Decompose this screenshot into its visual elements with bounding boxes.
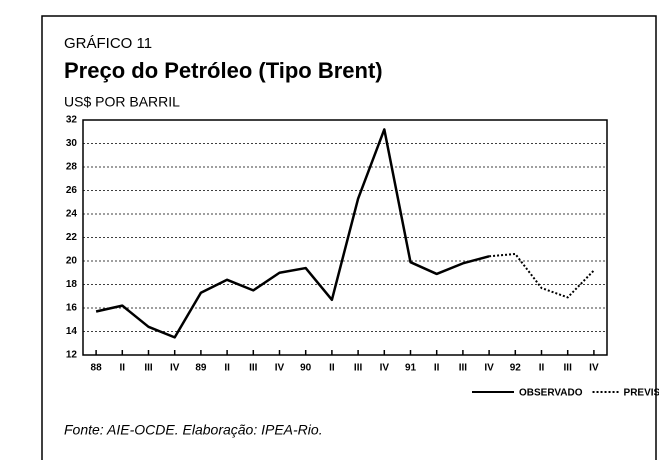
x-tick-label: II xyxy=(329,363,335,374)
y-tick-label: 32 xyxy=(66,115,78,126)
y-tick-label: 16 xyxy=(66,303,78,314)
y-tick-label: 26 xyxy=(66,185,78,196)
y-tick-label: 12 xyxy=(66,350,78,361)
x-tick-label: III xyxy=(354,363,363,374)
plot-frame xyxy=(82,119,608,356)
x-tick-label: 88 xyxy=(91,363,103,374)
y-tick-label: 28 xyxy=(66,162,78,173)
legend-label: OBSERVADO xyxy=(519,388,583,399)
y-tick-label: 20 xyxy=(66,256,78,267)
x-tick-label: III xyxy=(249,363,258,374)
chart-title: Preço do Petróleo (Tipo Brent) xyxy=(64,58,383,83)
x-tick-label: 90 xyxy=(300,363,312,374)
x-tick-label: II xyxy=(120,363,126,374)
y-tick-label: 30 xyxy=(66,138,78,149)
line-series xyxy=(489,252,595,299)
source: Fonte: AIE-OCDE. Elaboração: IPEA-Rio. xyxy=(64,422,323,438)
y-tick-label: 18 xyxy=(66,279,78,290)
x-tick-label: II xyxy=(539,363,545,374)
x-tick-label: IV xyxy=(589,363,599,374)
x-tick-label: 89 xyxy=(195,363,207,374)
x-tick-label: 92 xyxy=(510,363,522,374)
line-series xyxy=(95,128,490,339)
x-tick-label: II xyxy=(224,363,230,374)
legend-label: PREVISTO xyxy=(624,388,659,399)
x-tick-label: III xyxy=(459,363,468,374)
x-tick-label: 91 xyxy=(405,363,417,374)
x-tick-label: IV xyxy=(484,363,494,374)
y-tick-label: 22 xyxy=(66,232,78,243)
x-tick-label: IV xyxy=(170,363,180,374)
x-tick-label: II xyxy=(434,363,440,374)
chart-subtitle: US$ POR BARRIL xyxy=(64,94,180,110)
frame xyxy=(41,15,657,460)
y-tick-label: 24 xyxy=(66,209,78,220)
x-tick-label: IV xyxy=(380,363,390,374)
y-tick-label: 14 xyxy=(66,326,78,337)
chart-label: GRÁFICO 11 xyxy=(64,35,152,52)
x-tick-label: IV xyxy=(275,363,285,374)
x-tick-label: III xyxy=(144,363,153,374)
x-tick-label: III xyxy=(564,363,573,374)
